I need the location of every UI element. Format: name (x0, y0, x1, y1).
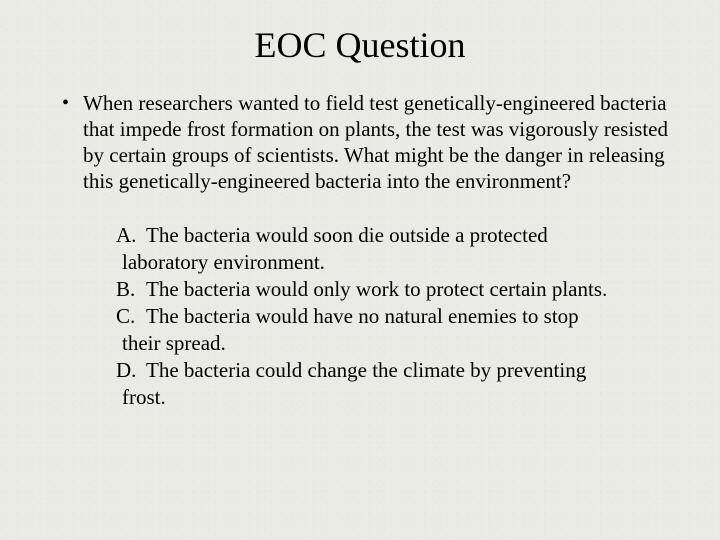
answer-option-b: B. The bacteria would only work to prote… (116, 276, 670, 303)
answer-continuation: their spread. (116, 330, 670, 357)
answer-text: The bacteria could change the climate by… (146, 357, 670, 384)
answer-letter: A. (116, 222, 146, 249)
answer-list: A. The bacteria would soon die outside a… (50, 222, 670, 411)
answer-option-c: C. The bacteria would have no natural en… (116, 303, 670, 330)
answer-option-a: A. The bacteria would soon die outside a… (116, 222, 670, 249)
slide-title: EOC Question (50, 24, 670, 66)
answer-text: The bacteria would only work to protect … (146, 276, 670, 303)
question-text: When researchers wanted to field test ge… (83, 90, 670, 194)
question-block: • When researchers wanted to field test … (50, 90, 670, 194)
answer-option-d: D. The bacteria could change the climate… (116, 357, 670, 384)
answer-text: The bacteria would have no natural enemi… (146, 303, 670, 330)
answer-continuation: laboratory environment. (116, 249, 670, 276)
answer-letter: B. (116, 276, 146, 303)
answer-letter: C. (116, 303, 146, 330)
answer-letter: D. (116, 357, 146, 384)
bullet-point: • (62, 90, 69, 194)
answer-text: The bacteria would soon die outside a pr… (146, 222, 670, 249)
answer-continuation: frost. (116, 384, 670, 411)
